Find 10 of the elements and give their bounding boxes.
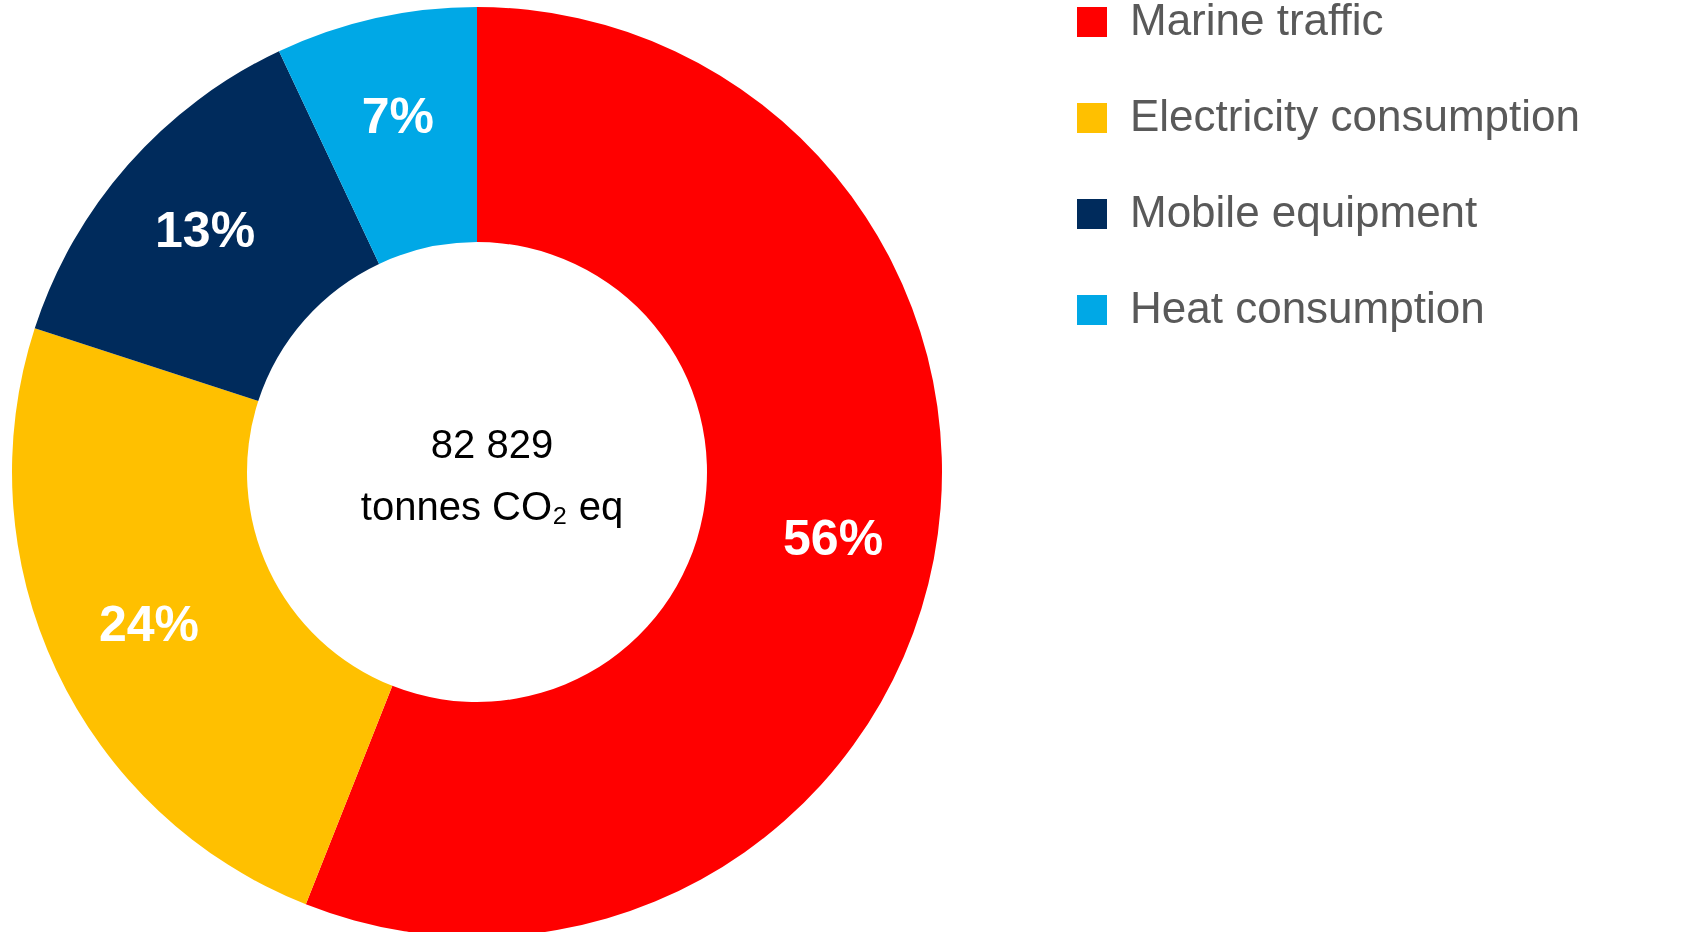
text: 82 829 [430, 422, 554, 466]
data-label: 24% [98, 596, 200, 653]
data-label: 13% [155, 202, 256, 259]
legend-label: Heat consumption [1130, 283, 1485, 332]
legend-label: Marine traffic [1130, 0, 1384, 44]
data-label: 56% [783, 509, 884, 566]
data-label: 7% [361, 88, 435, 145]
legend-label: Electricity consumption [1130, 91, 1580, 140]
legend-label: Mobile equipment [1130, 187, 1478, 236]
text: tonnes CO₂ eq [360, 484, 624, 528]
